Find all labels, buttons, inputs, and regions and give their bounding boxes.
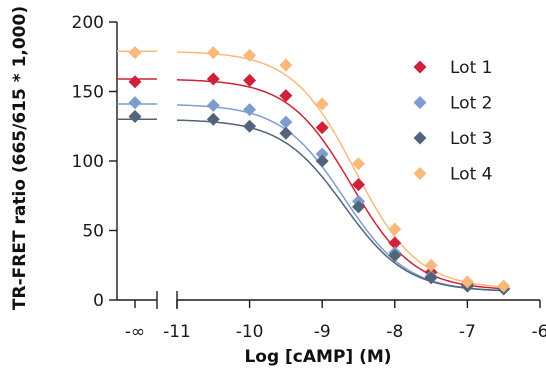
x-tick-label: -11: [163, 322, 191, 342]
x-tick-label: -9: [314, 322, 331, 342]
y-tick-label: 200: [72, 13, 104, 33]
y-axis-title: TR-FRET ratio (665/615 * 1,000): [10, 6, 30, 310]
data-point: [497, 279, 511, 293]
x-tick-label: -6: [532, 322, 546, 342]
data-point: [352, 157, 365, 171]
legend-marker: [413, 96, 427, 109]
data-point: [424, 258, 438, 272]
x-tick-label: -7: [459, 322, 476, 342]
data-point: [352, 200, 365, 214]
legend-item: Lot 3: [413, 129, 492, 149]
x-tick-label: -8: [386, 322, 403, 342]
data-point: [243, 48, 257, 62]
data-point: [279, 126, 293, 140]
fit-curve-lot-1: [117, 78, 504, 290]
data-point: [315, 147, 329, 161]
data-point: [279, 89, 293, 103]
x-tick-label: -10: [236, 322, 264, 342]
data-point: [128, 75, 142, 89]
legend-item: Lot 1: [413, 58, 492, 78]
legend-marker: [413, 60, 427, 74]
data-point: [206, 98, 220, 112]
data-point: [243, 73, 257, 87]
data-points: [128, 46, 511, 296]
data-point: [206, 112, 220, 126]
data-point: [279, 58, 293, 72]
data-point: [388, 222, 402, 236]
legend: Lot 1 Lot 2 Lot 3 Lot 4: [413, 58, 492, 185]
data-point: [128, 96, 142, 110]
fit-curve-lot-4: [117, 50, 504, 288]
y-tick-label: 0: [93, 291, 104, 311]
legend-marker: [413, 131, 427, 145]
data-point: [279, 115, 293, 129]
legend-label: Lot 2: [450, 94, 492, 114]
fit-curve-lot-3: [117, 118, 504, 292]
x-tick-label: -∞: [125, 322, 145, 342]
legend-label: Lot 1: [450, 58, 492, 78]
y-tick-label: 150: [72, 83, 104, 103]
legend-marker: [413, 167, 427, 180]
data-point: [206, 72, 220, 86]
legend-item: Lot 4: [413, 165, 492, 185]
legend-label: Lot 3: [450, 129, 492, 149]
data-point: [243, 119, 257, 133]
data-point: [352, 178, 365, 192]
data-point: [315, 121, 329, 135]
data-point: [243, 103, 257, 117]
legend-label: Lot 4: [450, 165, 492, 185]
fit-curves: [117, 50, 504, 292]
x-axis-title: Log [cAMP] (M): [244, 347, 391, 367]
data-point: [206, 46, 220, 60]
data-point: [128, 46, 142, 60]
fit-curve-lot-2: [117, 103, 504, 292]
data-point: [460, 275, 474, 289]
data-point: [388, 249, 402, 263]
axes: 0 50 100 150 200 -∞ -11 -10 -9 -8 -7 -6: [72, 13, 546, 342]
y-tick-label: 50: [82, 222, 104, 242]
data-point: [315, 154, 329, 168]
data-point: [128, 110, 142, 124]
data-point: [424, 271, 438, 285]
y-tick-label: 100: [72, 152, 104, 172]
data-point: [315, 97, 329, 111]
data-point: [388, 236, 402, 250]
legend-item: Lot 2: [413, 94, 492, 114]
